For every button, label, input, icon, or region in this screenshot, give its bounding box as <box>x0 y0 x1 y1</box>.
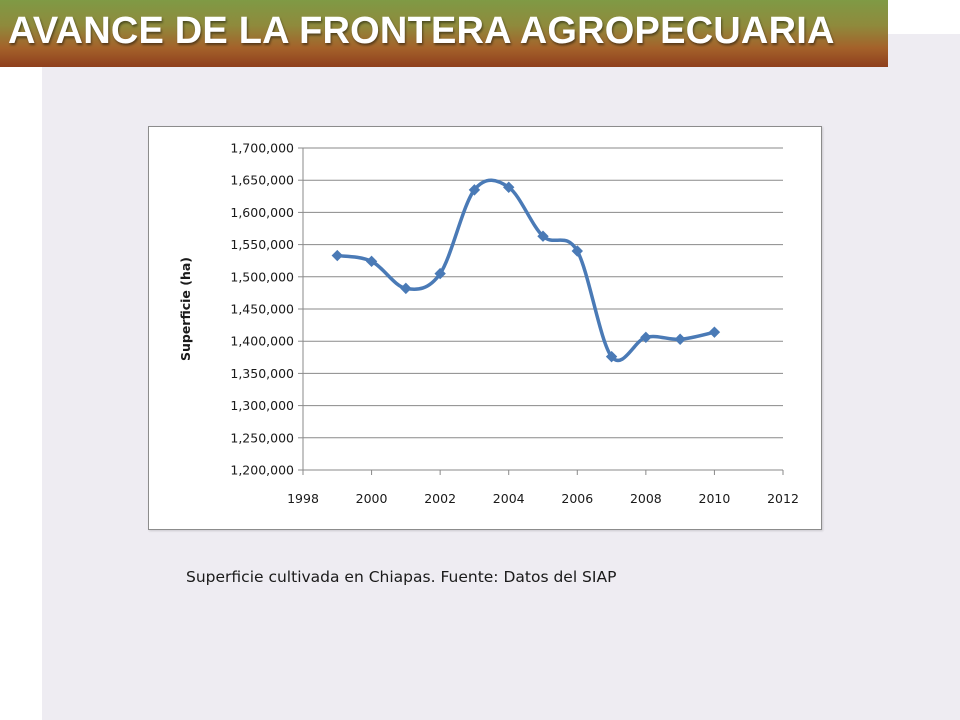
y-tick-label: 1,550,000 <box>230 237 294 252</box>
x-tick-label: 2004 <box>493 491 525 506</box>
data-point <box>674 333 686 345</box>
x-tick-label: 2008 <box>630 491 662 506</box>
chart-caption: Superficie cultivada en Chiapas. Fuente:… <box>186 568 617 586</box>
x-tick-label: 2002 <box>424 491 456 506</box>
x-tick-label: 2010 <box>699 491 731 506</box>
data-point <box>434 267 446 280</box>
slide-title: AVANCE DE LA FRONTERA AGROPECUARIA <box>8 10 835 52</box>
y-tick-label: 1,600,000 <box>230 205 294 220</box>
y-tick-label: 1,650,000 <box>230 173 294 188</box>
y-tick-label: 1,200,000 <box>230 463 294 478</box>
y-tick-label: 1,300,000 <box>230 398 294 413</box>
chart-area: 1,200,000 1,250,000 1,300,000 1,350,000 1,40… <box>148 126 822 530</box>
x-tick-label: 2000 <box>356 491 388 506</box>
x-tick-label: 2006 <box>561 491 593 506</box>
data-point <box>571 245 583 257</box>
y-tick-label: 1,350,000 <box>230 366 294 381</box>
y-tick-label: 1,400,000 <box>230 334 294 349</box>
data-point <box>537 230 549 242</box>
data-point <box>365 255 378 268</box>
data-point <box>468 184 481 196</box>
x-tick-label: 2012 <box>767 491 799 506</box>
y-tick-label: 1,500,000 <box>230 269 294 284</box>
y-tick-label: 1,450,000 <box>230 302 294 317</box>
data-point <box>640 331 652 344</box>
data-point <box>503 181 515 193</box>
y-axis-label: Superficie (ha) <box>178 257 193 361</box>
data-point <box>708 326 721 338</box>
y-tick-label: 1,700,000 <box>230 141 294 156</box>
data-point <box>400 282 412 295</box>
line-chart: 1,200,000 1,250,000 1,300,000 1,350,000 1,40… <box>178 141 799 507</box>
series-line <box>336 178 715 362</box>
title-banner: AVANCE DE LA FRONTERA AGROPECUARIA <box>0 0 888 67</box>
x-tick-label: 1998 <box>287 491 319 506</box>
data-point <box>605 350 618 363</box>
data-point <box>331 249 343 262</box>
y-tick-label: 1,250,000 <box>230 430 294 445</box>
